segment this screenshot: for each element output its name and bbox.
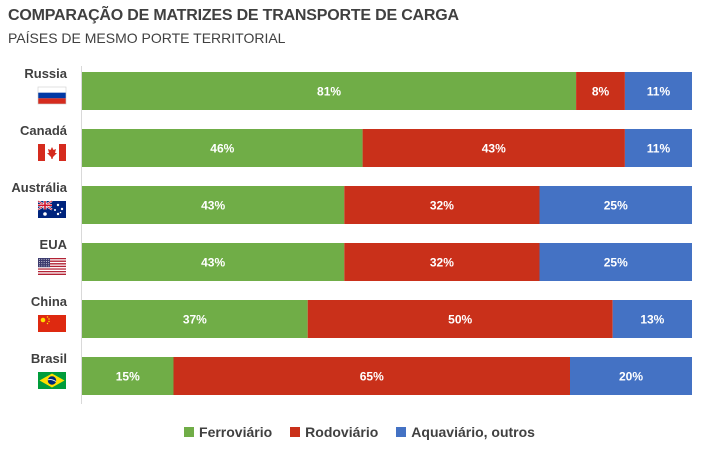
chart-subtitle: PAÍSES DE MESMO PORTE TERRITORIAL bbox=[8, 30, 286, 46]
legend-item-rodoviario: Rodoviário bbox=[290, 424, 378, 440]
bar-china-rodoviario bbox=[307, 300, 613, 338]
russia-flag-icon bbox=[37, 86, 67, 105]
data-label-russia-aquaviario-outros: 11% bbox=[647, 85, 671, 99]
data-label-china-ferroviario: 37% bbox=[183, 313, 207, 327]
legend-label-aquaviario-outros: Aquaviário, outros bbox=[411, 424, 535, 440]
australia-flag-icon bbox=[37, 200, 66, 218]
canada-flag-icon bbox=[38, 144, 66, 161]
legend-label-rodoviario: Rodoviário bbox=[305, 424, 379, 440]
bar-brasil-aquaviario-outros bbox=[570, 357, 692, 395]
bar-brasil-ferroviario bbox=[82, 357, 174, 395]
stacked-bar-chart: Russia 81% 8% 11% Canadá 46% 43% 11% Austrália 43… bbox=[11, 66, 692, 404]
category-label-canada: Canadá bbox=[20, 123, 68, 138]
data-label-russia-rodoviario: 8% bbox=[592, 85, 610, 99]
data-label-australia-rodoviario: 32% bbox=[430, 199, 454, 213]
data-label-brasil-rodoviario: 65% bbox=[360, 370, 384, 384]
bar-china-ferroviario bbox=[82, 300, 308, 338]
bar-brasil-rodoviario bbox=[173, 357, 570, 395]
category-label-eua: EUA bbox=[40, 237, 68, 252]
category-label-australia: Austrália bbox=[11, 180, 67, 195]
category-label-brasil: Brasil bbox=[31, 351, 67, 366]
legend-label-ferroviario: Ferroviário bbox=[199, 424, 273, 440]
data-label-canada-ferroviario: 46% bbox=[210, 142, 234, 156]
data-label-canada-aquaviario-outros: 11% bbox=[647, 142, 671, 156]
bar-china-aquaviario-outros bbox=[612, 300, 692, 338]
bar-australia-aquaviario-outros bbox=[539, 186, 692, 224]
data-label-eua-rodoviario: 32% bbox=[430, 256, 454, 270]
bar-australia-rodoviario bbox=[344, 186, 540, 224]
chart-legend: Ferroviário Rodoviário Aquaviário, outros bbox=[0, 424, 719, 440]
chart-title: COMPARAÇÃO DE MATRIZES DE TRANSPORTE DE … bbox=[8, 7, 459, 24]
bar-eua-ferroviario bbox=[82, 243, 345, 281]
legend-swatch-aquaviario-outros bbox=[396, 427, 407, 437]
data-label-canada-rodoviario: 43% bbox=[482, 142, 506, 156]
legend-swatch-rodoviario bbox=[290, 427, 301, 437]
category-label-china: China bbox=[31, 294, 68, 309]
bar-russia-ferroviario bbox=[82, 72, 577, 110]
data-label-brasil-aquaviario-outros: 20% bbox=[619, 370, 643, 384]
legend-item-aquaviario-outros: Aquaviário, outros bbox=[396, 424, 535, 440]
bar-russia-rodoviario bbox=[576, 72, 625, 110]
data-label-australia-ferroviario: 43% bbox=[201, 199, 225, 213]
data-label-eua-ferroviario: 43% bbox=[201, 256, 225, 270]
data-label-china-aquaviario-outros: 13% bbox=[640, 313, 664, 327]
category-label-russia: Russia bbox=[24, 66, 67, 81]
data-label-eua-aquaviario-outros: 25% bbox=[604, 256, 628, 270]
legend-item-ferroviario: Ferroviário bbox=[184, 424, 272, 440]
bar-eua-aquaviario-outros bbox=[539, 243, 692, 281]
legend-swatch-ferroviario bbox=[184, 427, 195, 437]
bar-canada-rodoviario bbox=[362, 129, 625, 167]
china-flag-icon bbox=[38, 315, 66, 332]
bar-canada-ferroviario bbox=[82, 129, 363, 167]
data-label-australia-aquaviario-outros: 25% bbox=[604, 199, 628, 213]
bar-russia-aquaviario-outros bbox=[624, 72, 692, 110]
data-label-russia-ferroviario: 81% bbox=[317, 85, 341, 99]
usa-flag-icon bbox=[38, 258, 66, 275]
data-label-china-rodoviario: 50% bbox=[448, 313, 472, 327]
bar-eua-rodoviario bbox=[344, 243, 540, 281]
brazil-flag-icon bbox=[38, 372, 66, 389]
bar-australia-ferroviario bbox=[82, 186, 345, 224]
data-label-brasil-ferroviario: 15% bbox=[116, 370, 140, 384]
bar-canada-aquaviario-outros bbox=[624, 129, 692, 167]
